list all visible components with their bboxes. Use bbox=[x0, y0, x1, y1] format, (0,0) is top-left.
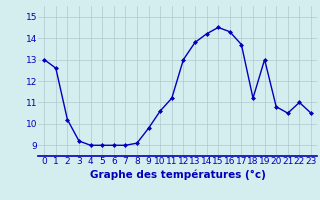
X-axis label: Graphe des températures (°c): Graphe des températures (°c) bbox=[90, 169, 266, 180]
